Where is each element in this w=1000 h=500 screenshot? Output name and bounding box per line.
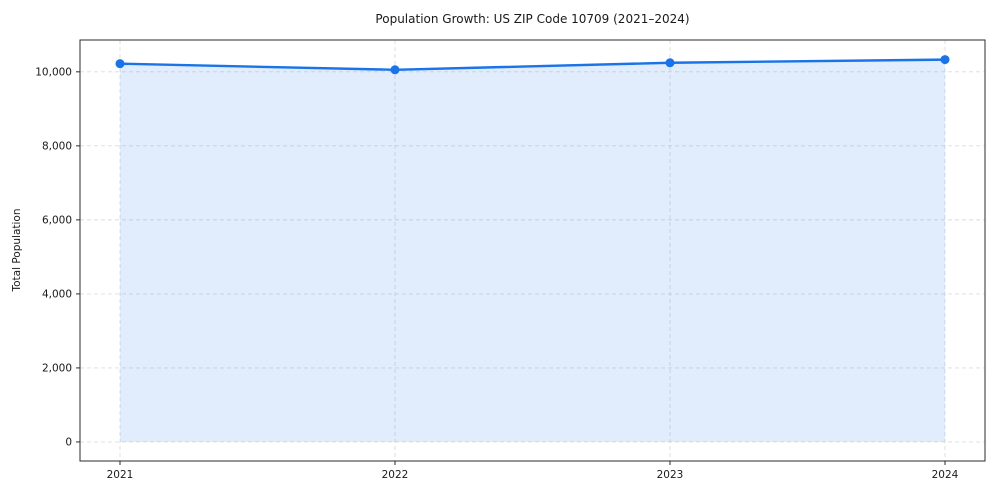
x-tick-label: 2024 [932, 469, 959, 481]
chart-title: Population Growth: US ZIP Code 10709 (20… [375, 12, 690, 26]
y-tick-label: 10,000 [35, 66, 72, 78]
data-point-2021 [115, 59, 125, 69]
trend-line [118, 58, 947, 71]
data-point-2023 [665, 58, 675, 68]
y-tick-label: 8,000 [42, 140, 72, 152]
area-fill [120, 59, 945, 442]
y-tick-label: 0 [65, 436, 72, 448]
x-tick-label: 2023 [657, 469, 684, 481]
y-tick-label: 6,000 [42, 214, 72, 226]
x-tick-label: 2021 [107, 469, 134, 481]
data-point-2022 [390, 65, 400, 75]
plot-border [79, 39, 986, 462]
y-tick-label: 2,000 [42, 362, 72, 374]
x-tick-label: 2022 [382, 469, 409, 481]
data-point-2024 [940, 55, 950, 65]
y-tick-label: 4,000 [42, 288, 72, 300]
